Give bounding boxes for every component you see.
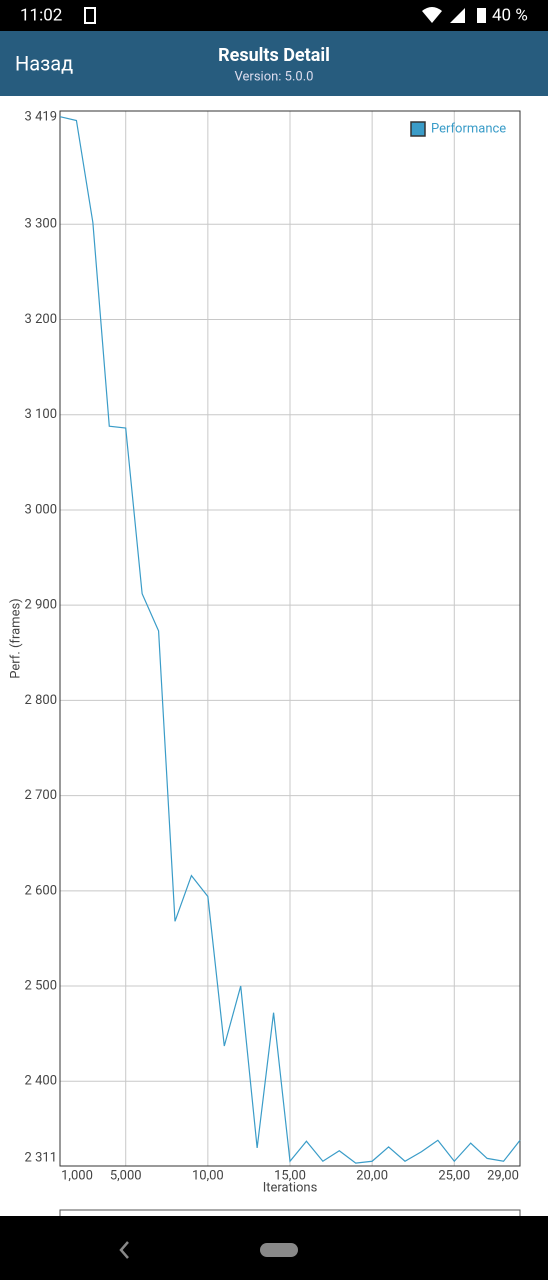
x-tick-label: 10,00 xyxy=(192,1168,224,1183)
y-tick-label: 2 311 xyxy=(25,1150,57,1165)
status-battery: 40 % xyxy=(492,5,528,25)
legend-swatch xyxy=(410,121,426,137)
chart: 2 311 2 400 2 500 2 600 2 700 2 800 2 900 3 000… xyxy=(8,109,521,1195)
header-title: Results Detail xyxy=(218,45,330,66)
nav-home[interactable] xyxy=(260,1243,298,1257)
x-tick-label: 1,000 xyxy=(61,1168,93,1183)
y-tick-label: 3 200 xyxy=(25,312,57,327)
y-tick-label: 2 700 xyxy=(25,788,57,803)
y-axis-title: Perf. (frames) xyxy=(8,598,23,678)
battery-icon xyxy=(477,8,486,23)
y-tick-label: 3 000 xyxy=(25,502,57,517)
x-axis-title: Iterations xyxy=(263,1180,318,1195)
x-tick-label: 20,00 xyxy=(356,1168,388,1183)
x-tick-label: 29,00 xyxy=(487,1168,519,1183)
x-tick-label: 25,00 xyxy=(438,1168,470,1183)
status-bar xyxy=(0,0,548,31)
y-tick-label: 3 100 xyxy=(25,407,57,422)
status-icon xyxy=(84,7,96,24)
x-tick-label: 5,000 xyxy=(110,1168,142,1183)
header xyxy=(0,31,548,96)
y-tick-label: 3 300 xyxy=(25,217,57,232)
plot-frame xyxy=(59,110,521,1167)
y-tick-label: 2 600 xyxy=(25,883,57,898)
data-line xyxy=(59,116,521,1164)
wifi-icon xyxy=(422,7,442,23)
y-tick-label: 2 500 xyxy=(25,978,57,993)
status-time: 11:02 xyxy=(20,5,62,25)
y-tick-label: 3 419 xyxy=(25,109,57,124)
y-tick-label: 2 800 xyxy=(25,693,57,708)
x-tick-label: 15,00 xyxy=(274,1168,306,1183)
y-tick-label: 2 400 xyxy=(25,1074,57,1089)
signal-icon xyxy=(450,8,465,23)
header-subtitle: Version: 5.0.0 xyxy=(235,69,314,84)
legend-label: Performance xyxy=(431,121,506,136)
back-button[interactable]: Назад xyxy=(15,51,73,75)
nav-back[interactable] xyxy=(119,1241,129,1259)
y-tick-label: 2 900 xyxy=(25,598,57,613)
